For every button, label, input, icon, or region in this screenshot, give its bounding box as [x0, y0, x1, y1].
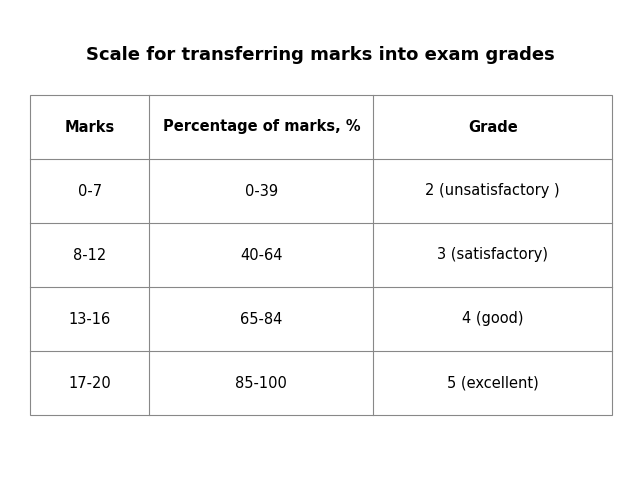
- Text: 40-64: 40-64: [240, 248, 283, 263]
- Text: 5 (excellent): 5 (excellent): [447, 375, 539, 391]
- Text: 4 (good): 4 (good): [462, 312, 524, 326]
- Text: 0-7: 0-7: [77, 183, 102, 199]
- Text: 0-39: 0-39: [244, 183, 278, 199]
- Text: Scale for transferring marks into exam grades: Scale for transferring marks into exam g…: [86, 46, 554, 64]
- Text: 2 (unsatisfactory ): 2 (unsatisfactory ): [426, 183, 560, 199]
- Text: 17-20: 17-20: [68, 375, 111, 391]
- Text: 8-12: 8-12: [73, 248, 106, 263]
- Text: 85-100: 85-100: [236, 375, 287, 391]
- Text: Grade: Grade: [468, 120, 518, 134]
- Bar: [30, 95, 612, 415]
- Text: Percentage of marks, %: Percentage of marks, %: [163, 120, 360, 134]
- Text: 13-16: 13-16: [68, 312, 111, 326]
- Text: 65-84: 65-84: [240, 312, 282, 326]
- Text: Marks: Marks: [65, 120, 115, 134]
- Text: 3 (satisfactory): 3 (satisfactory): [437, 248, 548, 263]
